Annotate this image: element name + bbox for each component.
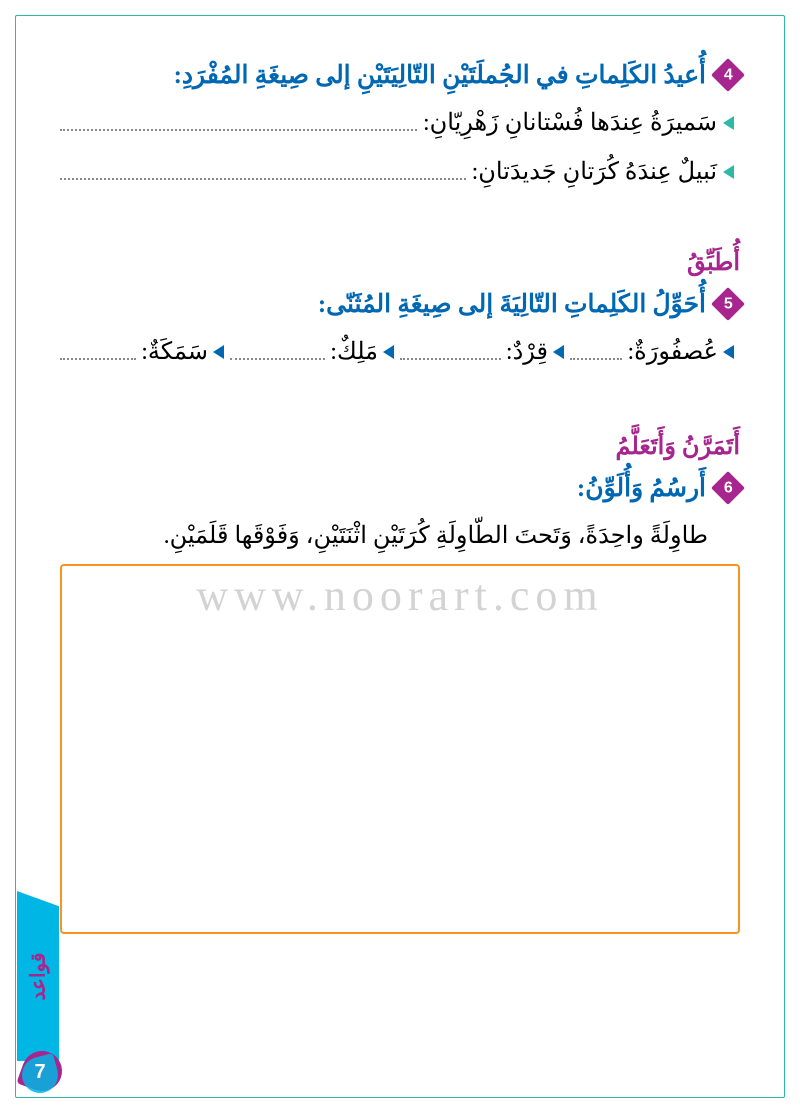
- diamond-badge-6: 6: [711, 471, 745, 505]
- bullet-icon: [723, 116, 734, 130]
- content-area: 4 أُعيدُ الكَلِماتِ في الجُملَتَيْنِ الت…: [60, 60, 740, 934]
- bullet-icon: [723, 165, 734, 179]
- sentence-text: سَميرَةُ عِندَها فُسْتانانِ زَهْرِيّانِ:: [423, 108, 717, 137]
- exercise-6-description: طاوِلَةً واحِدَةً، وَتَحتَ الطّاوِلَةِ ك…: [60, 521, 740, 550]
- exercise-number: 6: [724, 479, 733, 497]
- word-item: سَمَكَةٌ:: [60, 337, 224, 366]
- exercise-6-header: 6 أَرسُمُ وَأُلَوِّنُ:: [60, 473, 740, 503]
- diamond-badge-5: 5: [711, 287, 745, 321]
- sentence-text: نَبيلٌ عِندَهُ كُرَتانِ جَديدَتانِ:: [472, 157, 717, 186]
- bullet-icon: [723, 345, 734, 359]
- exercise-4-instruction: أُعيدُ الكَلِماتِ في الجُملَتَيْنِ التّا…: [174, 60, 706, 90]
- bullet-icon: [383, 345, 394, 359]
- word-text: سَمَكَةٌ:: [141, 337, 208, 366]
- exercise-5-instruction: أُحَوِّلُ الكَلِماتِ التّالِيَةَ إلى صِي…: [318, 289, 706, 319]
- exercise-number: 4: [724, 66, 733, 84]
- side-tab-label: قواعد: [25, 952, 50, 1000]
- bullet-icon: [213, 345, 224, 359]
- exercise-4-header: 4 أُعيدُ الكَلِماتِ في الجُملَتَيْنِ الت…: [60, 60, 740, 90]
- word-text: قِرْدٌ:: [506, 337, 548, 366]
- drawing-area[interactable]: [60, 564, 740, 934]
- answer-blank[interactable]: [60, 129, 417, 131]
- answer-blank[interactable]: [60, 178, 466, 180]
- page-number-badge: 7: [18, 1051, 62, 1095]
- word-item: قِرْدٌ:: [400, 337, 564, 366]
- exercise-4-line-1: سَميرَةُ عِندَها فُسْتانانِ زَهْرِيّانِ:: [60, 108, 740, 137]
- side-tab: قواعد: [17, 891, 59, 1061]
- exercise-4-line-2: نَبيلٌ عِندَهُ كُرَتانِ جَديدَتانِ:: [60, 157, 740, 186]
- section-apply-title: أُطَبِّقُ: [60, 248, 740, 277]
- page-number: 7: [18, 1061, 62, 1084]
- diamond-badge-4: 4: [711, 58, 745, 92]
- section-practice-title: أَتَمَرَّنُ وَأَتَعَلَّمُ: [60, 432, 740, 461]
- exercise-5-header: 5 أُحَوِّلُ الكَلِماتِ التّالِيَةَ إلى ص…: [60, 289, 740, 319]
- answer-blank[interactable]: [230, 358, 325, 360]
- bullet-icon: [553, 345, 564, 359]
- exercise-6-instruction: أَرسُمُ وَأُلَوِّنُ:: [577, 473, 706, 503]
- word-text: مَلِكٌ:: [330, 337, 378, 366]
- answer-blank[interactable]: [60, 358, 136, 360]
- word-item: مَلِكٌ:: [230, 337, 394, 366]
- exercise-5-words-row: عُصفُورَةٌ: قِرْدٌ: مَلِكٌ: سَمَكَةٌ:: [60, 337, 740, 366]
- answer-blank[interactable]: [570, 358, 622, 360]
- word-item: عُصفُورَةٌ:: [570, 337, 734, 366]
- exercise-number: 5: [724, 295, 733, 313]
- answer-blank[interactable]: [400, 358, 501, 360]
- word-text: عُصفُورَةٌ:: [627, 337, 718, 366]
